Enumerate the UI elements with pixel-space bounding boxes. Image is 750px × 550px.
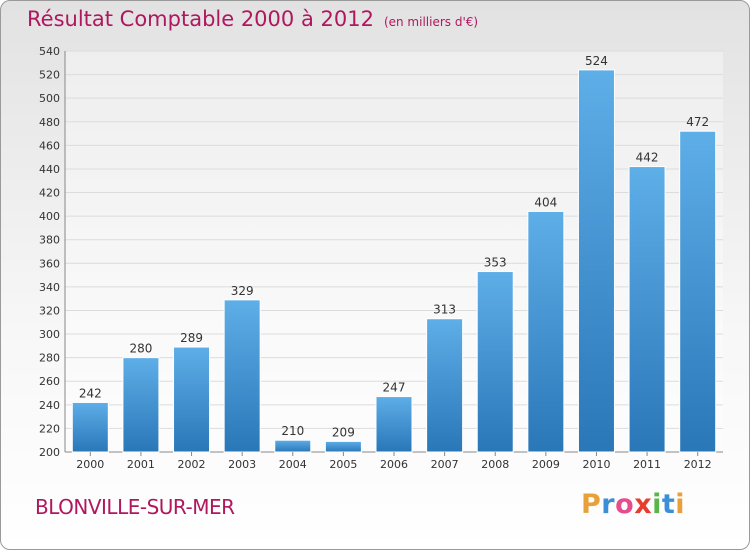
data-label: 313 — [433, 303, 456, 317]
bar — [476, 271, 514, 453]
bar — [324, 440, 362, 453]
bar — [122, 357, 160, 453]
y-tick-label: 360 — [39, 257, 60, 270]
y-tick-label: 200 — [39, 446, 60, 459]
x-tick-label: 2001 — [127, 458, 155, 471]
x-tick-label: 2011 — [633, 458, 661, 471]
logo-letter: r — [601, 489, 616, 520]
x-tick-label: 2012 — [684, 458, 712, 471]
data-label: 353 — [484, 256, 507, 270]
y-tick-label: 240 — [39, 399, 60, 412]
bar — [527, 210, 565, 453]
logo-letter: t — [661, 489, 676, 520]
y-tick-label: 280 — [39, 352, 60, 365]
x-tick-label: 2008 — [481, 458, 509, 471]
chart-title: Résultat Comptable 2000 à 2012 (en millie… — [27, 7, 478, 31]
bar — [173, 346, 211, 453]
y-tick-label: 520 — [39, 69, 60, 82]
data-label: 329 — [231, 284, 254, 298]
x-tick-label: 2004 — [279, 458, 307, 471]
data-label: 209 — [332, 425, 355, 439]
data-label: 472 — [686, 115, 709, 129]
data-label: 210 — [281, 424, 304, 438]
data-label: 242 — [79, 386, 102, 400]
x-tick-label: 2006 — [380, 458, 408, 471]
x-tick-label: 2007 — [431, 458, 459, 471]
x-tick-label: 2003 — [228, 458, 256, 471]
y-tick-label: 480 — [39, 116, 60, 129]
data-label: 442 — [636, 151, 659, 165]
data-label: 280 — [129, 342, 152, 356]
chart-title-text: Résultat Comptable 2000 à 2012 — [27, 7, 374, 31]
x-tick-label: 2009 — [532, 458, 560, 471]
bar — [628, 166, 666, 453]
y-tick-label: 440 — [39, 163, 60, 176]
y-tick-label: 380 — [39, 234, 60, 247]
logo-letter: o — [615, 489, 635, 520]
y-tick-label: 340 — [39, 281, 60, 294]
x-tick-label: 2000 — [76, 458, 104, 471]
bar — [71, 401, 109, 453]
bar — [679, 130, 717, 453]
city-name: BLONVILLE-SUR-MER — [35, 495, 235, 519]
x-tick-label: 2005 — [329, 458, 357, 471]
proxiti-logo[interactable]: Proxiti — [581, 489, 685, 520]
data-label: 247 — [383, 381, 406, 395]
y-tick-label: 540 — [39, 45, 60, 58]
data-label: 524 — [585, 54, 608, 68]
logo-letter: i — [652, 489, 662, 520]
bar — [274, 439, 312, 453]
y-tick-label: 260 — [39, 375, 60, 388]
y-tick-label: 300 — [39, 328, 60, 341]
bar — [223, 299, 261, 453]
y-tick-label: 500 — [39, 92, 60, 105]
y-tick-label: 460 — [39, 139, 60, 152]
bar — [375, 396, 413, 453]
y-tick-label: 220 — [39, 422, 60, 435]
x-tick-label: 2002 — [178, 458, 206, 471]
data-label: 289 — [180, 331, 203, 345]
chart-subtitle: (en milliers d'€) — [383, 15, 479, 29]
y-tick-label: 400 — [39, 210, 60, 223]
bar — [426, 318, 464, 453]
bar — [577, 69, 615, 453]
logo-letter: x — [634, 489, 653, 520]
logo-letter: P — [581, 489, 602, 520]
logo-letter: i — [675, 489, 686, 520]
y-tick-label: 420 — [39, 187, 60, 200]
data-label: 404 — [534, 195, 557, 209]
x-tick-label: 2010 — [582, 458, 610, 471]
y-tick-label: 320 — [39, 304, 60, 317]
